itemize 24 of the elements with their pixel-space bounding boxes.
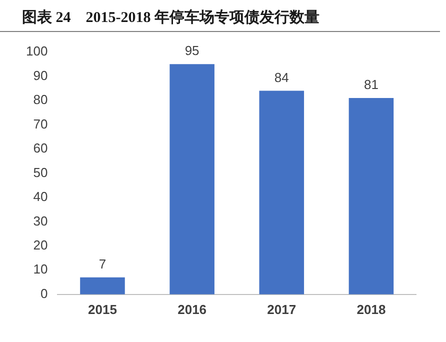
bar — [170, 64, 214, 294]
data-label: 95 — [184, 43, 200, 58]
data-label: 7 — [98, 256, 106, 272]
bar — [259, 90, 304, 294]
y-tick-label: 50 — [33, 164, 48, 180]
y-tick-label: 0 — [40, 286, 48, 301]
y-tick-label: 20 — [33, 238, 48, 252]
x-tick-label: 2018 — [356, 302, 386, 317]
x-tick-label: 2015 — [88, 302, 117, 317]
y-tick-label: 10 — [33, 262, 48, 277]
chart-title: 图表 24 2015-2018 年停车场专项债发行数量 — [0, 0, 440, 32]
bar — [80, 277, 125, 294]
y-tick-label: 90 — [33, 68, 48, 83]
data-label: 81 — [364, 77, 378, 92]
y-tick-label: 40 — [33, 189, 48, 204]
y-tick-label: 30 — [33, 213, 48, 228]
y-tick-label: 80 — [33, 92, 48, 108]
y-tick-label: 100 — [26, 44, 48, 59]
x-tick-label: 2017 — [267, 302, 296, 317]
x-tick-label: 2016 — [178, 302, 207, 317]
data-label: 84 — [274, 70, 289, 85]
y-tick-label: 60 — [33, 140, 48, 156]
y-tick-label: 70 — [33, 116, 48, 132]
bar — [348, 98, 394, 294]
